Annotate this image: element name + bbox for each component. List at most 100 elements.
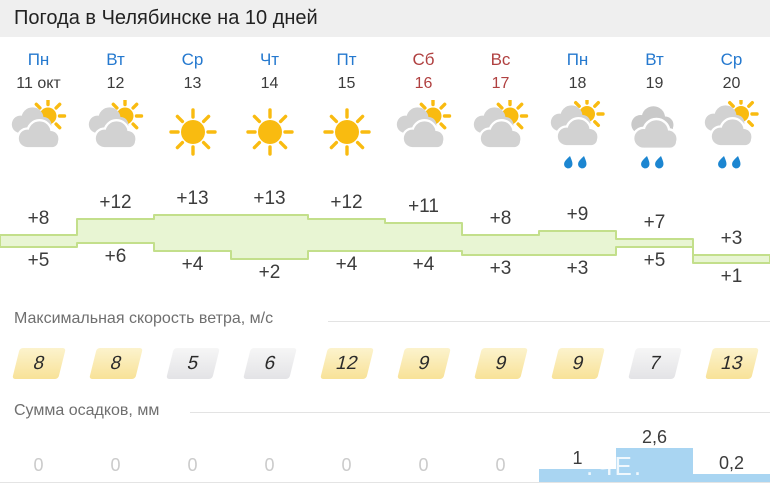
wind-speed-badge: 7 [627,347,682,379]
wind-row: 8 8 5 6 12 9 9 9 7 13 [0,347,770,379]
date-label[interactable]: 12 [106,75,125,92]
weather-icon-cell[interactable] [308,100,385,174]
date-row: 11 окт 12 13 14 15 16 17 18 19 20 [0,75,770,93]
day-temp-label: +12 [330,192,363,213]
night-temp-label: +1 [720,266,743,287]
precip-value-label: 0 [341,455,352,475]
sun-clouds-icon [11,100,66,150]
day-temp-label: +7 [643,212,666,233]
weekday-label[interactable]: Вс [490,50,511,69]
weather-icon-cell[interactable] [693,100,770,174]
precip-value-label: 0 [187,455,198,475]
temperature-band-chart [0,214,770,264]
weather-icon-cell[interactable] [0,100,77,174]
day-temp-label: +12 [99,192,132,213]
weekday-label[interactable]: Пт [336,50,357,69]
icon-row [0,100,770,174]
weather-icon-cell[interactable] [462,100,539,174]
weather-icon-cell[interactable] [539,100,616,174]
sun-clouds-icon [396,100,451,150]
wind-divider-line [328,321,770,322]
sun-clouds-rain-icon [704,100,759,169]
sun-clouds-icon [473,100,528,150]
sun-icon [168,108,217,156]
wind-cell: 9 [539,347,616,379]
day-temp-label: +13 [253,188,286,209]
day-temp-label: +9 [566,204,589,225]
precip-divider-line [190,412,770,413]
sun-clouds-icon [88,100,143,150]
weekday-label[interactable]: Пн [27,50,50,69]
wind-speed-badge: 9 [396,347,451,379]
night-temp-label: +5 [643,250,666,271]
page-title: Погода в Челябинске на 10 дней [14,7,318,29]
precip-bar [693,474,770,482]
weekday-label[interactable]: Ср [181,50,204,69]
date-label[interactable]: 19 [645,75,664,92]
wind-cell: 6 [231,347,308,379]
wind-speed-badge: 8 [11,347,66,379]
day-temp-label: +11 [408,196,439,217]
wind-speed-badge: 9 [550,347,605,379]
date-label[interactable]: 17 [491,75,510,92]
precip-value-label: 0 [110,455,121,475]
date-label[interactable]: 14 [260,75,279,92]
precip-value-label: 0 [495,455,506,475]
weekday-row: Пн Вт Ср Чт Пт Сб Вс Пн Вт Ср [0,50,770,70]
precip-value-label: 0 [264,455,275,475]
wind-cell: 5 [154,347,231,379]
weather-icon-cell[interactable] [154,100,231,174]
day-temp-label: +3 [720,228,743,249]
day-temp-label: +8 [489,208,512,229]
night-temp-label: +4 [412,254,435,275]
weather-icon-cell[interactable] [231,100,308,174]
wind-cell: 9 [385,347,462,379]
night-temp-label: +4 [181,254,204,275]
widget-header: Погода в Челябинске на 10 дней [0,0,770,37]
clouds-rain-icon [630,106,679,169]
wind-cell: 8 [0,347,77,379]
weather-icon-cell[interactable] [385,100,462,174]
weekday-label[interactable]: Вт [106,50,125,69]
wind-speed-badge: 9 [473,347,528,379]
date-label[interactable]: 18 [568,75,587,92]
day-temp-label: +8 [27,208,50,229]
night-temp-label: +3 [566,258,589,279]
precip-value-label: 0 [418,455,429,475]
wind-cell: 9 [462,347,539,379]
night-temp-label: +4 [335,254,358,275]
weekday-label[interactable]: Вт [645,50,664,69]
wind-speed-badge: 12 [319,347,374,379]
weather-icon-cell[interactable] [616,100,693,174]
precip-bar [616,448,693,482]
precip-value-label: 1 [572,448,583,468]
date-label[interactable]: 11 окт [16,75,61,92]
night-temp-label: +6 [104,246,127,267]
wind-cell: 7 [616,347,693,379]
precip-bar [539,469,616,482]
sun-clouds-rain-icon [550,100,605,169]
date-label[interactable]: 20 [722,75,741,92]
sun-icon [322,108,371,156]
date-label[interactable]: 16 [414,75,433,92]
date-label[interactable]: 13 [183,75,202,92]
weekday-label[interactable]: Пн [566,50,589,69]
precip-value-label: 0,2 [718,453,745,473]
wind-section-label: Максимальная скорость ветра, м/с [14,310,274,327]
day-temp-label: +13 [176,188,209,209]
night-temp-label: +2 [258,262,281,283]
date-label[interactable]: 15 [337,75,356,92]
wind-cell: 13 [693,347,770,379]
precip-baseline [0,482,770,483]
wind-cell: 8 [77,347,154,379]
wind-speed-badge: 13 [704,347,759,379]
weekday-label[interactable]: Сб [412,50,435,69]
weather-icon-cell[interactable] [77,100,154,174]
sun-icon [245,108,294,156]
weekday-label[interactable]: Ср [720,50,743,69]
wind-speed-badge: 5 [165,347,220,379]
wind-speed-badge: 6 [242,347,297,379]
precip-section-label: Сумма осадков, мм [14,402,160,419]
weekday-label[interactable]: Чт [259,50,280,69]
